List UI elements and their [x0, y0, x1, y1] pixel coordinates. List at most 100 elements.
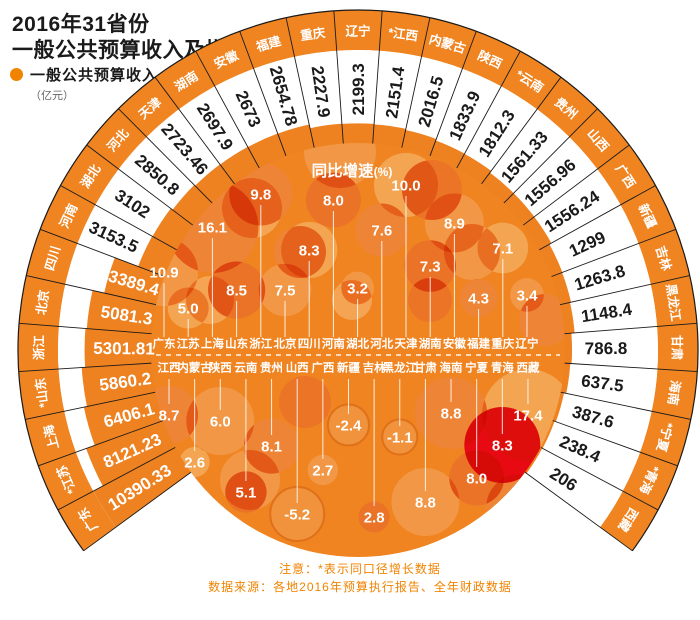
- province-name-row: 云南: [234, 360, 257, 374]
- growth-value: 6.0: [210, 413, 231, 430]
- revenue-dot-icon: [10, 68, 23, 81]
- growth-value: 7.3: [420, 258, 441, 275]
- segment-divider: [154, 76, 235, 185]
- province-name-ring: 北京: [33, 288, 52, 315]
- segment-divider: [560, 391, 691, 420]
- segment-divider: [19, 322, 152, 335]
- growth-value: 17.4: [513, 407, 543, 424]
- province-name-row: 贵州: [260, 360, 283, 374]
- segment-divider: [18, 362, 152, 372]
- growth-bubble: [229, 162, 293, 226]
- province-name-row: 陕西: [209, 360, 232, 374]
- province-name-row: 安徽: [443, 336, 466, 350]
- segment-divider: [551, 228, 677, 277]
- growth-value: 8.1: [261, 438, 282, 455]
- decor-bubble: [304, 143, 376, 188]
- growth-value: -5.2: [284, 506, 310, 523]
- province-name-ring: 重庆: [299, 25, 326, 43]
- province-name-ring: 甘肃: [670, 335, 685, 361]
- growth-bubble: [374, 153, 438, 217]
- revenue-value: 2199.3: [349, 63, 368, 115]
- segment-divider: [86, 144, 194, 226]
- growth-value: 8.3: [492, 437, 513, 454]
- growth-bubble: [307, 454, 339, 486]
- growth-value: 8.5: [226, 282, 247, 299]
- province-name-ring: *山东: [32, 376, 51, 408]
- note-caliber: 注意：*表示同口径增长数据: [279, 562, 441, 576]
- growth-value: 8.3: [299, 242, 320, 259]
- revenue-bar: [195, 164, 237, 206]
- province-name-row: 广西: [311, 360, 334, 374]
- growth-value: 5.0: [178, 300, 199, 317]
- segment-divider: [239, 31, 287, 157]
- segment-divider: [118, 108, 213, 204]
- title-line-1: 2016年31省份: [12, 13, 150, 36]
- segment-divider: [564, 362, 698, 372]
- segment-divider: [564, 322, 697, 335]
- segment-divider: [83, 471, 192, 552]
- province-name-row: 黑龙江: [383, 360, 418, 374]
- province-name-row: 新疆: [337, 360, 360, 374]
- province-name-row: 北京: [274, 336, 297, 350]
- growth-bubble: [404, 240, 456, 292]
- segment-divider: [38, 420, 164, 467]
- revenue-bar: [93, 445, 195, 528]
- segment-divider: [481, 76, 562, 185]
- revenue-bar: [86, 419, 179, 487]
- growth-value: 3.4: [517, 287, 539, 304]
- segment-divider: [333, 10, 344, 144]
- growth-value: 8.8: [415, 494, 436, 511]
- outer-rim: [17, 9, 699, 552]
- growth-value: 8.9: [444, 215, 465, 232]
- growth-value: 16.1: [198, 219, 227, 236]
- growth-bubble: [424, 193, 484, 253]
- revenue-bar: [81, 362, 160, 407]
- segment-divider: [401, 17, 431, 148]
- province-name-row: 江西: [158, 360, 181, 374]
- province-name-row: 重庆: [491, 336, 514, 350]
- legend-label: 一般公共预算收入: [30, 67, 159, 84]
- province-name-row: 山东: [225, 336, 248, 350]
- segment-divider: [559, 275, 690, 306]
- province-name-row: 河南: [322, 336, 345, 350]
- segment-divider: [57, 446, 176, 511]
- growth-value: 3.2: [347, 280, 368, 297]
- growth-bubble: [341, 271, 374, 305]
- province-name-row: 湖南: [419, 336, 442, 350]
- segment-divider: [285, 17, 315, 148]
- province-name-row: 天津: [395, 336, 418, 350]
- growth-value: 8.8: [441, 405, 462, 422]
- segment-divider: [456, 50, 521, 169]
- growth-bubble: [459, 279, 498, 317]
- growth-value: -1.1: [387, 429, 413, 446]
- growth-value: 4.3: [468, 290, 489, 307]
- province-name-row: 海南: [440, 360, 463, 374]
- growth-bubble: [355, 203, 409, 257]
- growth-bubble: [167, 287, 209, 329]
- province-name-row: 西藏: [516, 360, 539, 374]
- revenue-bar: [500, 193, 535, 228]
- growth-bubble: [281, 221, 338, 279]
- revenue-bar: [454, 153, 492, 188]
- province-name-row: 四川: [298, 337, 321, 350]
- segment-divider: [538, 185, 656, 251]
- segment-divider: [503, 108, 598, 204]
- growth-value: 7.1: [492, 240, 513, 257]
- revenue-bar: [535, 244, 563, 278]
- segment-divider: [60, 185, 178, 251]
- province-name-row: 河北: [370, 336, 393, 350]
- revenue-bar: [84, 328, 156, 368]
- growth-bubble: [391, 468, 460, 536]
- growth-bubble: [208, 261, 266, 319]
- segment-divider: [540, 446, 659, 511]
- revenue-value: 5301.81: [93, 339, 155, 358]
- growth-bubble: [510, 278, 544, 312]
- revenue-bar: [341, 123, 375, 148]
- province-name-ring: 黑龙江: [663, 283, 684, 323]
- growth-value: 2.8: [364, 509, 385, 526]
- province-name-ring: 海南: [665, 379, 683, 406]
- growth-bubble: [243, 418, 300, 474]
- legend-unit: （亿元）: [30, 90, 74, 102]
